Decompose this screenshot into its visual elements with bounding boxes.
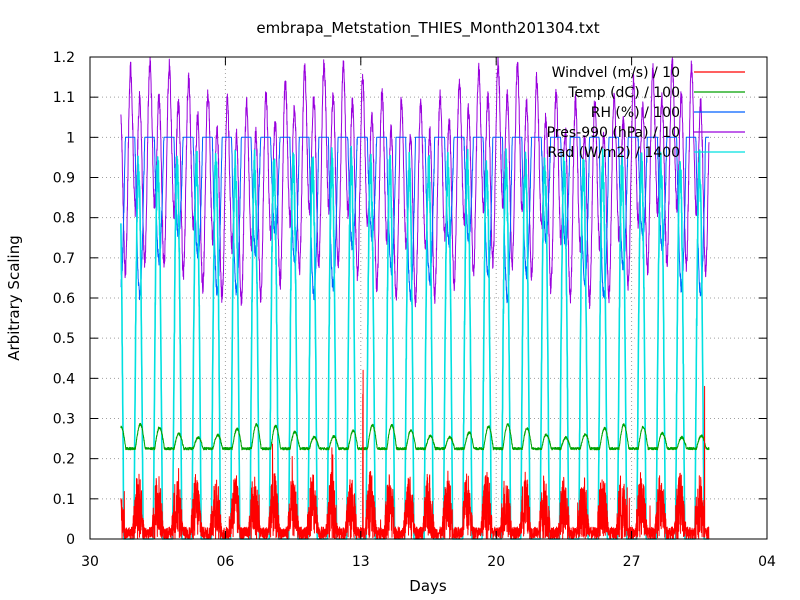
x-tick-label: 27	[623, 554, 641, 570]
y-tick-label: 1	[66, 130, 75, 146]
y-tick-label: 0.7	[53, 251, 75, 267]
y-tick-label: 1.2	[53, 50, 75, 66]
legend: Windvel (m/s) / 10 Temp (dC) / 100 RH (%) …	[547, 65, 745, 161]
x-tick-label: 30	[81, 554, 99, 570]
x-tick-label: 13	[352, 554, 370, 570]
legend-label: Rad (W/m2) / 1400	[547, 145, 680, 161]
legend-label: Windvel (m/s) / 10	[552, 65, 680, 81]
y-tick-label: 0.6	[53, 291, 75, 307]
x-tick-label: 04	[758, 554, 776, 570]
y-axis-label: Arbitrary Scaling	[5, 235, 23, 361]
y-tick-label: 0.5	[53, 331, 75, 347]
ticks: 0 0.1 0.2 0.3 0.4 0.5 0.6 0.7 0.8 0.9 1 1.1 1.2 30 06 1…	[53, 50, 776, 570]
y-tick-label: 0.2	[53, 452, 75, 468]
chart-title: embrapa_Metstation_THIES_Month201304.txt	[256, 19, 599, 38]
legend-label: Temp (dC) / 100	[567, 85, 680, 101]
series-pres	[120, 56, 710, 309]
series-rh	[120, 136, 710, 304]
y-tick-label: 0.4	[53, 371, 75, 387]
y-tick-label: 1.1	[53, 90, 75, 106]
x-tick-label: 06	[216, 554, 234, 570]
y-tick-label: 0.1	[53, 492, 75, 508]
x-axis-label: Days	[409, 577, 447, 595]
x-tick-label: 20	[487, 554, 505, 570]
legend-label: RH (%) / 100	[591, 105, 680, 121]
series-temp	[120, 422, 710, 451]
legend-label: Pres-990 (hPa) / 10	[547, 125, 680, 141]
y-tick-label: 0	[66, 532, 75, 548]
y-tick-label: 0.3	[53, 412, 75, 428]
y-tick-label: 0.8	[53, 211, 75, 227]
series-wind	[120, 369, 710, 540]
y-tick-label: 0.9	[53, 171, 75, 187]
